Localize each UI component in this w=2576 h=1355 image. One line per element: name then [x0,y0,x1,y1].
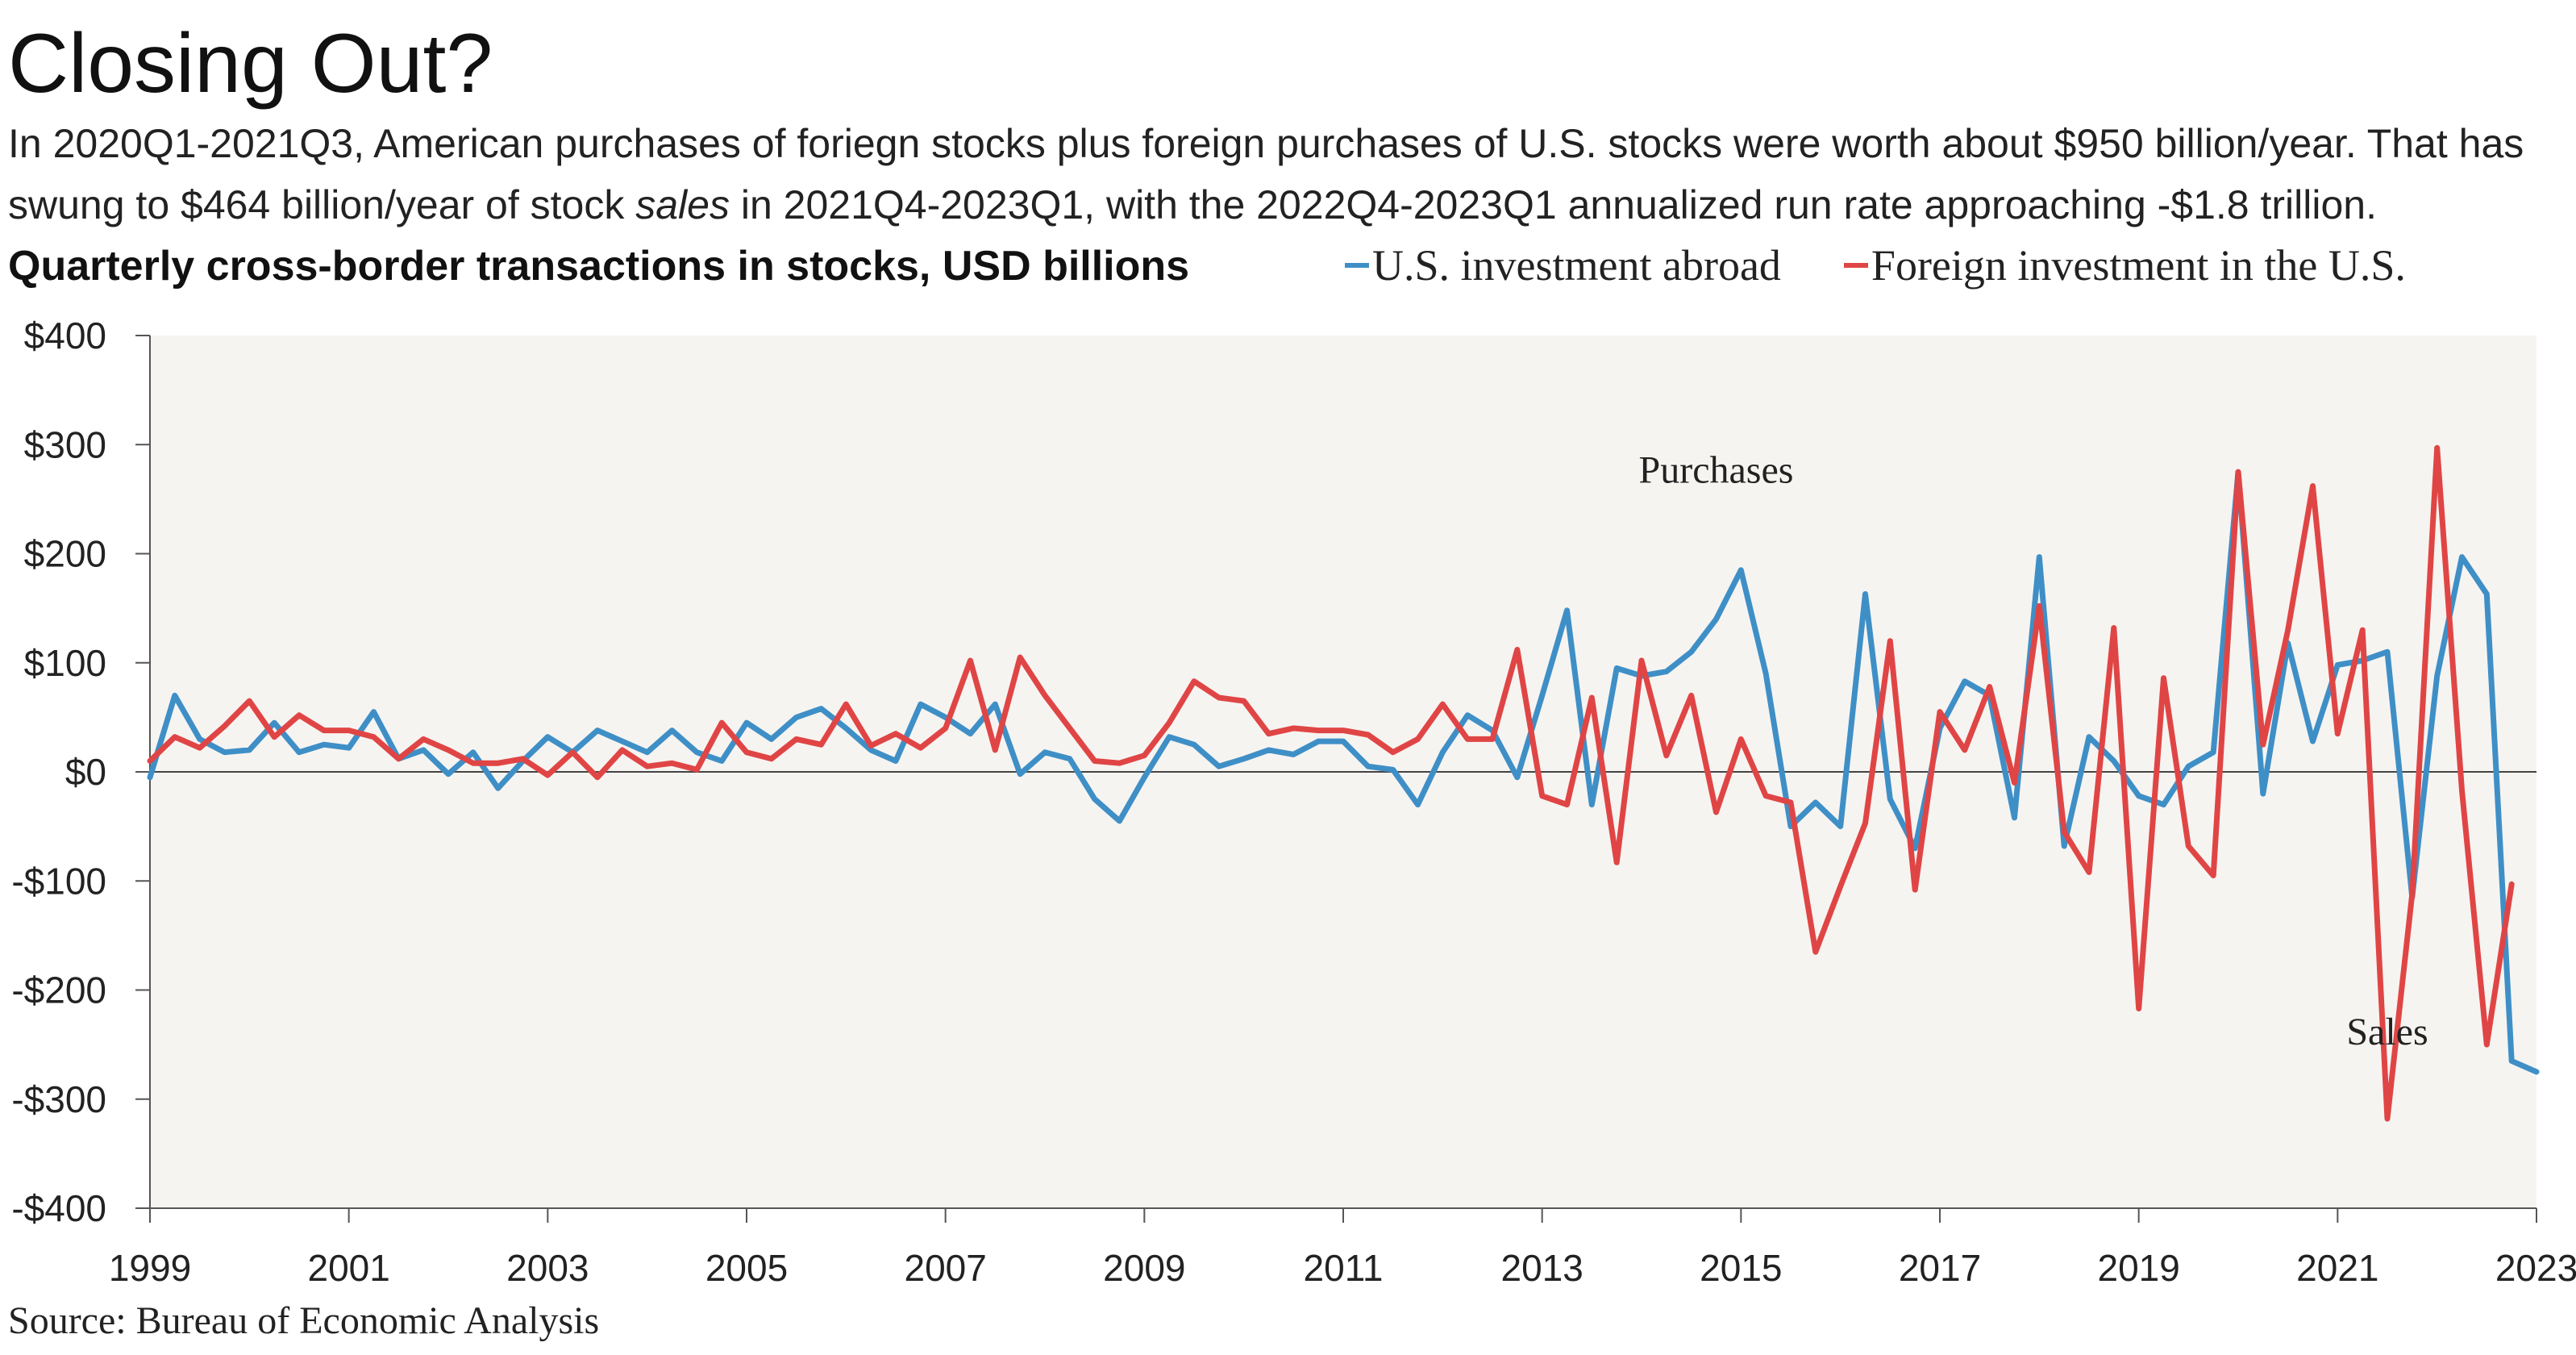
x-tick-label: 2015 [1700,1247,1782,1289]
annotation-sales: Sales [2346,1011,2428,1053]
y-tick-label: -$100 [11,860,106,902]
page-subtitle: In 2020Q1-2021Q3, American purchases of … [8,113,2564,236]
chart-axes: $400 $300 $200 $100 $0 -$100 -$200 -$300 -$40019… [11,315,2576,1289]
series-line-foreign-in-us [147,444,2515,1122]
y-tick-label: -$200 [11,969,106,1011]
x-tick-label: 2013 [1500,1247,1583,1289]
x-tick-label: 1999 [109,1247,191,1289]
legend-label-us-abroad: U.S. investment abroad [1372,241,1781,290]
source-note: Source: Bureau of Economic Analysis [8,1299,600,1342]
y-tick-label: $100 [24,642,106,684]
series-line-us-abroad [147,469,2540,1075]
chart-legend: U.S. investment abroad Foreign investmen… [1345,240,2406,290]
annotation-purchases: Purchases [1639,449,1794,492]
x-tick-label: 2003 [506,1247,589,1289]
x-tick-label: 2021 [2296,1247,2378,1289]
x-tick-label: 2005 [705,1247,788,1289]
legend-swatch-foreign-in-us [1843,263,1868,268]
x-tick-label: 2009 [1103,1247,1185,1289]
legend-item-us-abroad: U.S. investment abroad [1345,240,1781,290]
subtitle-text-part2: in 2021Q4-2023Q1, with the 2022Q4-2023Q1… [729,182,2377,227]
y-tick-label: $400 [24,315,106,356]
y-tick-label: -$300 [11,1078,106,1120]
x-tick-label: 2001 [307,1247,389,1289]
chart-series [147,444,2540,1122]
x-tick-label: 2017 [1899,1247,1981,1289]
y-tick-label: $0 [65,751,106,793]
y-tick-label: -$400 [11,1187,106,1229]
x-tick-label: 2011 [1304,1247,1384,1289]
legend-swatch-us-abroad [1345,263,1369,268]
chart-title: Quarterly cross-border transactions in s… [8,243,1190,290]
y-tick-label: $300 [24,423,106,465]
x-tick-label: 2019 [2097,1247,2179,1289]
chart-annotations: Purchases Sales [1639,449,2428,1054]
subtitle-text-part1: In 2020Q1-2021Q3, American purchases of … [8,121,2524,227]
subtitle-emphasis: sales [635,182,730,227]
legend-item-foreign-in-us: Foreign investment in the U.S. [1843,240,2406,290]
page-title: Closing Out? [8,17,493,110]
y-tick-label: $200 [24,533,106,575]
legend-label-foreign-in-us: Foreign investment in the U.S. [1871,241,2406,290]
x-tick-label: 2023 [2495,1247,2576,1289]
x-tick-label: 2007 [904,1247,986,1289]
